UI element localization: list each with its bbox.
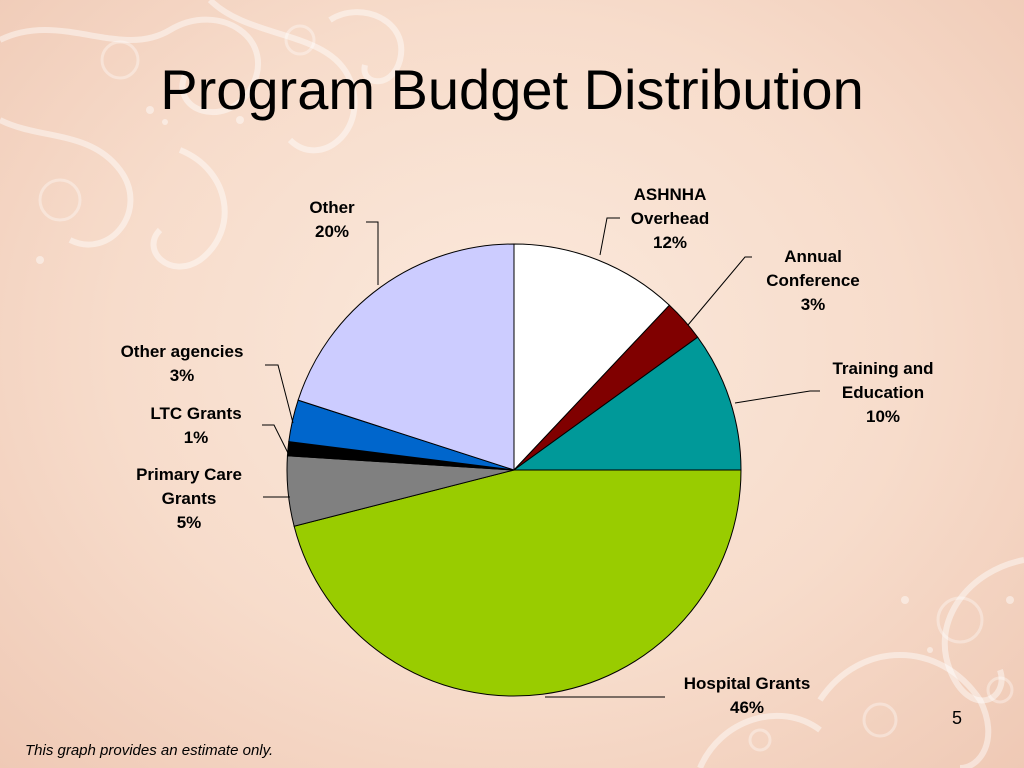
leader-line-0 bbox=[599, 217, 620, 256]
slice-label-3: Hospital Grants 46% bbox=[684, 674, 811, 717]
page-number: 5 bbox=[951, 708, 962, 728]
slice-label-4: Primary Care Grants 5% bbox=[136, 465, 242, 532]
pie-slice-0 bbox=[513, 243, 671, 472]
slice-label-7: Other 20% bbox=[309, 198, 355, 241]
slice-label-1: Annual Conference 3% bbox=[766, 247, 860, 314]
footnote: This graph provides an estimate only. bbox=[25, 742, 274, 759]
leader-line-1 bbox=[687, 256, 752, 326]
slice-label-6: Other agencies 3% bbox=[121, 342, 244, 385]
pie-slice-3 bbox=[293, 469, 742, 697]
slice-label-2: Training and Education 10% bbox=[832, 359, 933, 426]
pie-slice-7 bbox=[297, 243, 515, 471]
pie-slice-2 bbox=[512, 336, 742, 471]
slice-label-0: ASHNHA Overhead 12% bbox=[631, 185, 709, 252]
leader-line-6 bbox=[265, 364, 294, 424]
leader-line-5 bbox=[262, 424, 289, 454]
slice-label-5: LTC Grants 1% bbox=[150, 404, 241, 447]
slide-title: Program Budget Distribution bbox=[160, 58, 864, 121]
leader-line-2 bbox=[734, 390, 820, 404]
leader-line-7 bbox=[366, 221, 379, 285]
